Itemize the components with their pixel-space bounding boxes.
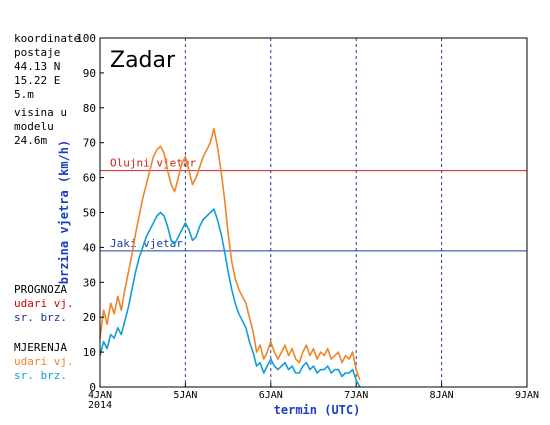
threshold-label: Jaki vjetar [110,237,183,250]
grid [184,38,443,387]
x-tick-label: 6JAN [259,390,283,401]
y-tick-label: 0 [89,381,96,394]
x-tick-label: 4JAN [88,390,112,401]
x-axis-label: termin (UTC) [274,403,361,417]
series-line-0 [99,127,361,381]
x-tick-sublabel: 2014 [88,400,112,411]
y-tick-label: 60 [83,172,96,185]
chart-title: Zadar [110,48,176,73]
y-tick-label: 30 [83,276,96,289]
x-tick-label: 9JAN [515,390,539,401]
legend-forecast-mean: sr. brz. [14,311,67,324]
x-tick-label: 8JAN [430,390,454,401]
model-height-label: visina u modelu [14,106,67,133]
station-lat: 44.13 N [14,60,61,73]
model-height: 24.6m [14,134,48,147]
legend-obs-mean: sr. brz. [14,369,67,382]
coord-label: koordinate postaje [14,32,81,59]
series-line-1 [99,208,361,388]
y-tick-label: 80 [83,102,96,115]
legend-forecast-title: PROGNOZA [14,283,67,296]
y-tick-label: 10 [83,346,96,359]
y-tick-label: 90 [83,67,96,80]
legend-forecast-gust: udari vj. [14,297,74,310]
legend-obs-title: MJERENJA [14,341,67,354]
x-tick-label: 7JAN [344,390,368,401]
x-tick-label: 5JAN [173,390,197,401]
thresholds: Olujni vjetar Jaki vjetar [100,157,527,252]
station-lon: 15.22 E [14,74,61,87]
y-tick-label: 40 [83,241,96,254]
station-elev: 5.m [14,88,34,101]
y-tick-label: 20 [83,311,96,324]
y-tick-label: 50 [83,207,96,220]
series [99,127,361,388]
y-tick-label: 100 [76,32,96,45]
plot-frame [99,37,528,388]
station-info: koordinate postaje 44.13 N 15.22 E 5.m v… [14,32,81,148]
y-axis-label: brzina vjetra (km/h) [57,140,71,285]
legend-obs-gust: udari vj. [14,355,74,368]
threshold-label: Olujni vjetar [110,157,196,170]
y-tick-label: 70 [83,137,96,150]
legend: PROGNOZA udari vj. sr. brz. MJERENJA uda… [14,283,74,383]
